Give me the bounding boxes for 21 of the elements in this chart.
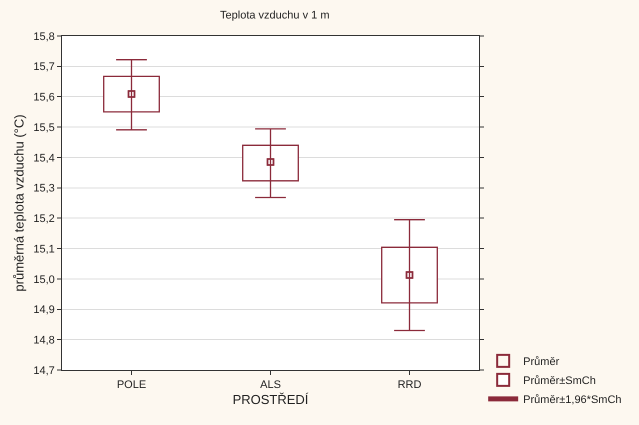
y-tick-label: 15,3: [33, 182, 55, 195]
chart-title: Teplota vzduchu v 1 m: [220, 9, 330, 22]
y-tick-label: 15,1: [33, 243, 55, 256]
x-tick-label: RRD: [398, 379, 422, 392]
legend-label: Průměr: [523, 356, 560, 368]
y-tick-label: 15,0: [33, 274, 55, 286]
y-tick-label: 15,2: [33, 213, 55, 226]
x-tick-label: POLE: [116, 379, 146, 392]
y-tick-label: 15,4: [33, 152, 55, 164]
legend-label: Průměr±1,96*SmCh: [523, 394, 622, 406]
y-tick-label: 14,9: [33, 304, 55, 316]
y-tick-label: 15,8: [33, 30, 55, 43]
x-axis-title: PROSTŘEDÍ: [232, 392, 309, 407]
y-axis-title: průměrná teplota vzduchu (°C): [11, 114, 26, 292]
y-tick-label: 15,7: [33, 61, 55, 74]
y-tick-label: 15,5: [33, 122, 55, 134]
y-tick-label: 15,6: [33, 92, 55, 104]
y-tick-label: 14,7: [33, 364, 55, 377]
y-tick-label: 14,8: [33, 334, 55, 346]
x-tick-label: ALS: [260, 379, 281, 392]
legend-label: Průměr±SmCh: [523, 375, 596, 388]
